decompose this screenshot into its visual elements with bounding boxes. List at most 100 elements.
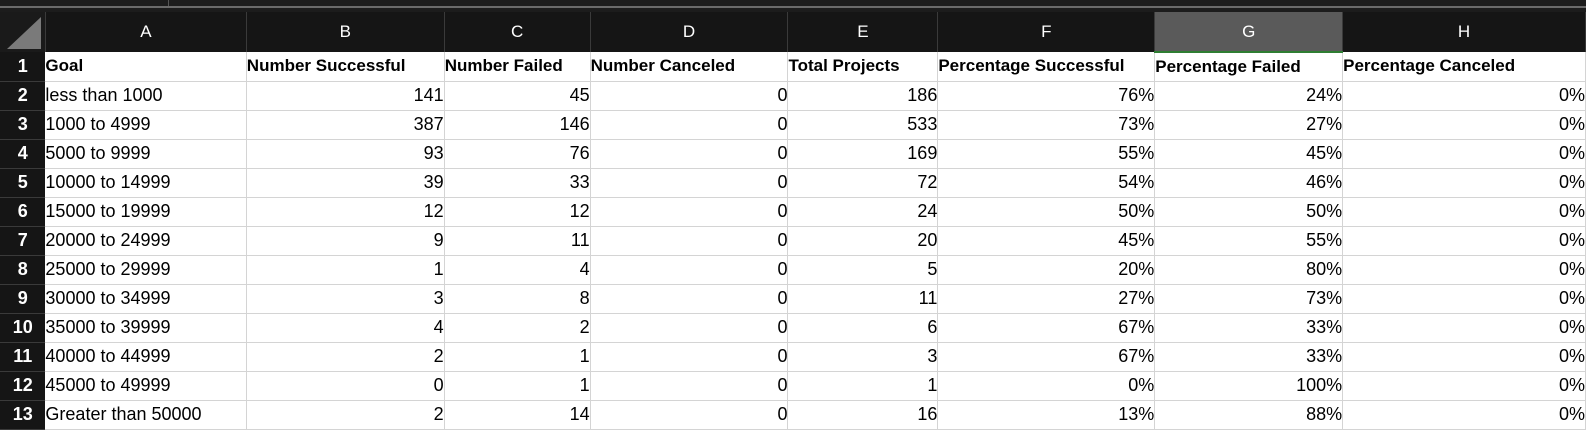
value-cell[interactable]: 0% xyxy=(1342,342,1586,372)
value-cell[interactable]: 6 xyxy=(787,313,939,343)
row-header[interactable]: 13 xyxy=(0,400,46,430)
value-cell[interactable]: 27% xyxy=(1154,110,1344,140)
value-cell[interactable]: 0 xyxy=(590,342,789,372)
value-cell[interactable]: 100% xyxy=(1154,371,1344,401)
goal-cell[interactable]: 25000 to 29999 xyxy=(45,255,247,285)
value-cell[interactable]: 72 xyxy=(787,168,939,198)
goal-cell[interactable]: 1000 to 4999 xyxy=(45,110,247,140)
value-cell[interactable]: 146 xyxy=(444,110,591,140)
value-cell[interactable]: 50% xyxy=(937,197,1156,227)
value-cell[interactable]: 9 xyxy=(246,226,445,256)
value-cell[interactable]: 0% xyxy=(1342,168,1586,198)
value-cell[interactable]: 45% xyxy=(1154,139,1344,169)
row-header[interactable]: 1 xyxy=(0,52,46,82)
goal-cell[interactable]: 45000 to 49999 xyxy=(45,371,247,401)
value-cell[interactable]: 4 xyxy=(246,313,445,343)
value-cell[interactable]: 2 xyxy=(444,313,591,343)
value-cell[interactable]: 27% xyxy=(937,284,1156,314)
value-cell[interactable]: 67% xyxy=(937,313,1156,343)
value-cell[interactable]: 73% xyxy=(937,110,1156,140)
value-cell[interactable]: 0 xyxy=(590,284,789,314)
value-cell[interactable]: 1 xyxy=(246,255,445,285)
value-cell[interactable]: 45 xyxy=(444,81,591,111)
goal-cell[interactable]: 20000 to 24999 xyxy=(45,226,247,256)
column-title-cell[interactable]: Percentage Canceled xyxy=(1342,52,1586,82)
row-header[interactable]: 7 xyxy=(0,226,46,256)
value-cell[interactable]: 80% xyxy=(1154,255,1344,285)
value-cell[interactable]: 533 xyxy=(787,110,939,140)
value-cell[interactable]: 0 xyxy=(590,81,789,111)
value-cell[interactable]: 33% xyxy=(1154,313,1344,343)
value-cell[interactable]: 20 xyxy=(787,226,939,256)
value-cell[interactable]: 0% xyxy=(937,371,1156,401)
value-cell[interactable]: 24 xyxy=(787,197,939,227)
value-cell[interactable]: 1 xyxy=(444,342,591,372)
value-cell[interactable]: 33% xyxy=(1154,342,1344,372)
column-header-E[interactable]: E xyxy=(787,12,939,52)
value-cell[interactable]: 1 xyxy=(444,371,591,401)
row-header[interactable]: 11 xyxy=(0,342,46,372)
value-cell[interactable]: 2 xyxy=(246,342,445,372)
value-cell[interactable]: 11 xyxy=(787,284,939,314)
column-title-cell[interactable]: Number Canceled xyxy=(590,52,789,82)
row-header[interactable]: 9 xyxy=(0,284,46,314)
value-cell[interactable]: 46% xyxy=(1154,168,1344,198)
value-cell[interactable]: 3 xyxy=(246,284,445,314)
value-cell[interactable]: 14 xyxy=(444,400,591,430)
value-cell[interactable]: 13% xyxy=(937,400,1156,430)
value-cell[interactable]: 0% xyxy=(1342,81,1586,111)
value-cell[interactable]: 1 xyxy=(787,371,939,401)
row-header[interactable]: 4 xyxy=(0,139,46,169)
value-cell[interactable]: 0 xyxy=(590,226,789,256)
value-cell[interactable]: 8 xyxy=(444,284,591,314)
value-cell[interactable]: 39 xyxy=(246,168,445,198)
value-cell[interactable]: 169 xyxy=(787,139,939,169)
value-cell[interactable]: 16 xyxy=(787,400,939,430)
value-cell[interactable]: 55% xyxy=(1154,226,1344,256)
goal-cell[interactable]: 30000 to 34999 xyxy=(45,284,247,314)
column-header-F[interactable]: F xyxy=(937,12,1156,52)
value-cell[interactable]: 0% xyxy=(1342,197,1586,227)
value-cell[interactable]: 12 xyxy=(444,197,591,227)
goal-cell[interactable]: 5000 to 9999 xyxy=(45,139,247,169)
value-cell[interactable]: 0 xyxy=(590,168,789,198)
value-cell[interactable]: 88% xyxy=(1154,400,1344,430)
row-header[interactable]: 6 xyxy=(0,197,46,227)
goal-cell[interactable]: 35000 to 39999 xyxy=(45,313,247,343)
column-header-A[interactable]: A xyxy=(45,12,247,52)
value-cell[interactable]: 12 xyxy=(246,197,445,227)
column-header-C[interactable]: C xyxy=(444,12,591,52)
column-header-B[interactable]: B xyxy=(246,12,445,52)
column-header-G[interactable]: G xyxy=(1154,12,1344,53)
value-cell[interactable]: 11 xyxy=(444,226,591,256)
column-header-D[interactable]: D xyxy=(590,12,789,52)
value-cell[interactable]: 0 xyxy=(590,400,789,430)
value-cell[interactable]: 54% xyxy=(937,168,1156,198)
value-cell[interactable]: 55% xyxy=(937,139,1156,169)
column-title-cell[interactable]: Goal xyxy=(45,52,247,82)
value-cell[interactable]: 387 xyxy=(246,110,445,140)
column-title-cell[interactable]: Total Projects xyxy=(787,52,939,82)
row-header[interactable]: 5 xyxy=(0,168,46,198)
value-cell[interactable]: 0% xyxy=(1342,255,1586,285)
value-cell[interactable]: 0 xyxy=(590,255,789,285)
goal-cell[interactable]: 15000 to 19999 xyxy=(45,197,247,227)
goal-cell[interactable]: Greater than 50000 xyxy=(45,400,247,430)
value-cell[interactable]: 0 xyxy=(590,197,789,227)
value-cell[interactable]: 0 xyxy=(590,139,789,169)
value-cell[interactable]: 0% xyxy=(1342,284,1586,314)
value-cell[interactable]: 3 xyxy=(787,342,939,372)
goal-cell[interactable]: less than 1000 xyxy=(45,81,247,111)
value-cell[interactable]: 4 xyxy=(444,255,591,285)
value-cell[interactable]: 0 xyxy=(590,371,789,401)
value-cell[interactable]: 0 xyxy=(590,110,789,140)
value-cell[interactable]: 2 xyxy=(246,400,445,430)
value-cell[interactable]: 73% xyxy=(1154,284,1344,314)
row-header[interactable]: 2 xyxy=(0,81,46,111)
goal-cell[interactable]: 40000 to 44999 xyxy=(45,342,247,372)
value-cell[interactable]: 33 xyxy=(444,168,591,198)
select-all-button[interactable] xyxy=(0,12,46,52)
value-cell[interactable]: 5 xyxy=(787,255,939,285)
value-cell[interactable]: 186 xyxy=(787,81,939,111)
value-cell[interactable]: 0% xyxy=(1342,371,1586,401)
